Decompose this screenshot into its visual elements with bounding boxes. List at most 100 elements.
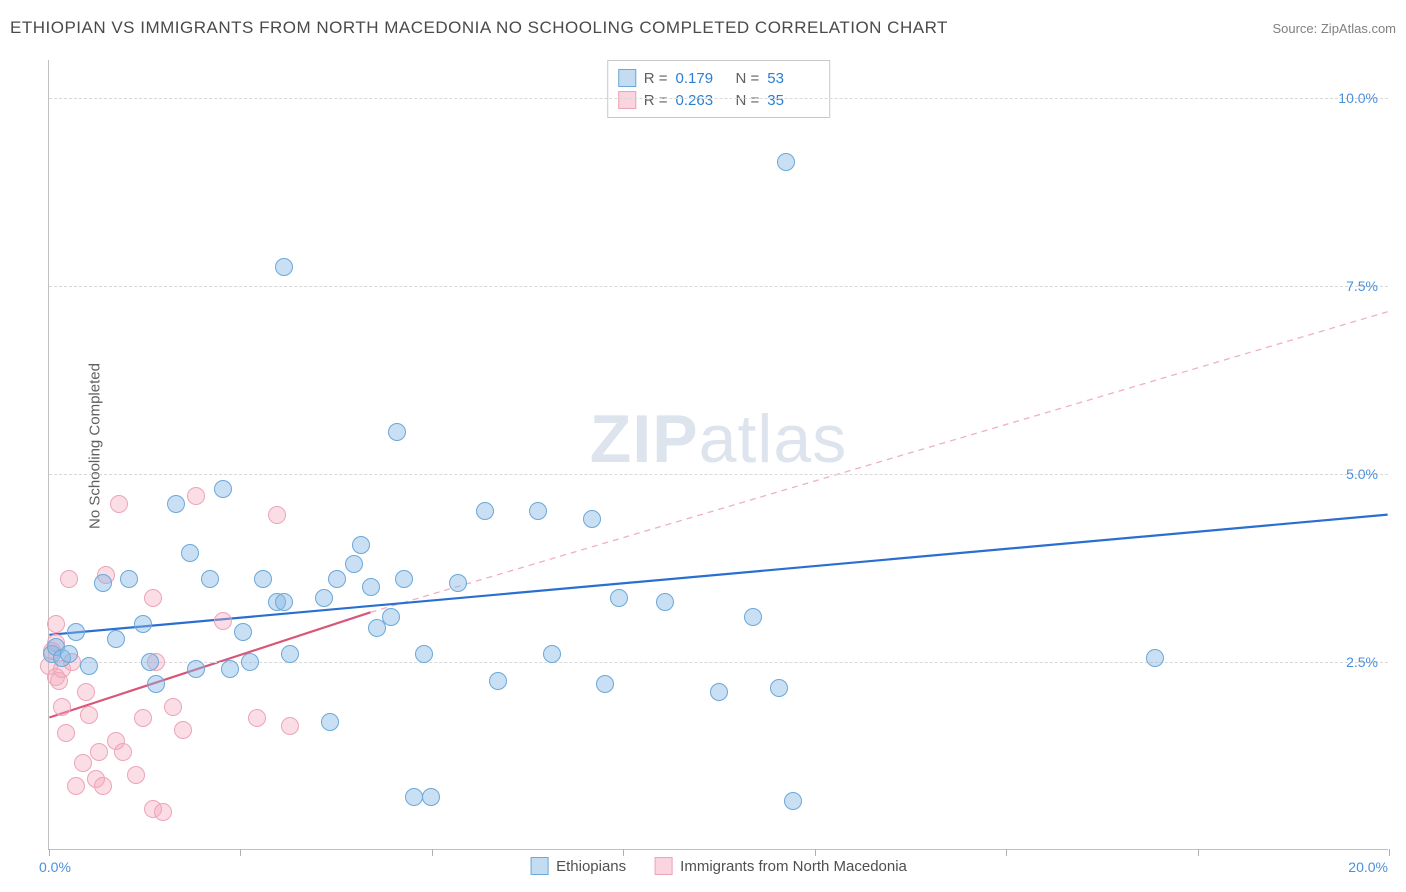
plot-area: ZIPatlas R =0.179N =53R =0.263N =35 0.0%…	[48, 60, 1388, 850]
chart-title: ETHIOPIAN VS IMMIGRANTS FROM NORTH MACED…	[10, 18, 948, 38]
legend-swatch	[654, 857, 672, 875]
data-point	[328, 570, 346, 588]
watermark-rest: atlas	[699, 401, 848, 477]
legend-stats-row: R =0.179N =53	[618, 67, 820, 89]
data-point	[147, 675, 165, 693]
data-point	[127, 766, 145, 784]
data-point	[221, 660, 239, 678]
data-point	[345, 555, 363, 573]
data-point	[543, 645, 561, 663]
data-point	[80, 657, 98, 675]
data-point	[214, 480, 232, 498]
data-point	[214, 612, 232, 630]
data-point	[281, 645, 299, 663]
data-point	[449, 574, 467, 592]
data-point	[596, 675, 614, 693]
data-point	[248, 709, 266, 727]
data-point	[275, 593, 293, 611]
n-value: 53	[767, 70, 819, 87]
gridline	[49, 286, 1388, 287]
x-max-label: 20.0%	[1348, 859, 1388, 875]
data-point	[1146, 649, 1164, 667]
data-point	[67, 777, 85, 795]
data-point	[74, 754, 92, 772]
data-point	[583, 510, 601, 528]
data-point	[120, 570, 138, 588]
bottom-legend-item: Ethiopians	[530, 857, 626, 875]
data-point	[656, 593, 674, 611]
data-point	[489, 672, 507, 690]
data-point	[388, 423, 406, 441]
data-point	[352, 536, 370, 554]
x-tick	[1006, 849, 1007, 856]
x-tick	[623, 849, 624, 856]
bottom-legend-item: Immigrants from North Macedonia	[654, 857, 907, 875]
data-point	[275, 258, 293, 276]
data-point	[187, 660, 205, 678]
y-tick-label: 10.0%	[1338, 90, 1378, 106]
legend-label: Ethiopians	[556, 858, 626, 875]
y-tick-label: 5.0%	[1346, 466, 1378, 482]
watermark: ZIPatlas	[590, 400, 847, 478]
data-point	[47, 615, 65, 633]
legend-stats-box: R =0.179N =53R =0.263N =35	[607, 60, 831, 118]
data-point	[744, 608, 762, 626]
x-tick	[49, 849, 50, 856]
data-point	[141, 653, 159, 671]
data-point	[114, 743, 132, 761]
data-point	[268, 506, 286, 524]
data-point	[53, 698, 71, 716]
data-point	[94, 777, 112, 795]
data-point	[134, 615, 152, 633]
data-point	[174, 721, 192, 739]
data-point	[144, 589, 162, 607]
data-point	[281, 717, 299, 735]
data-point	[234, 623, 252, 641]
data-point	[77, 683, 95, 701]
chart-container: ETHIOPIAN VS IMMIGRANTS FROM NORTH MACED…	[0, 0, 1406, 892]
data-point	[415, 645, 433, 663]
data-point	[164, 698, 182, 716]
legend-label: Immigrants from North Macedonia	[680, 858, 907, 875]
x-min-label: 0.0%	[39, 859, 71, 875]
gridline	[49, 474, 1388, 475]
data-point	[529, 502, 547, 520]
data-point	[57, 724, 75, 742]
x-tick	[815, 849, 816, 856]
trend-lines	[49, 60, 1388, 849]
watermark-bold: ZIP	[590, 401, 699, 477]
data-point	[610, 589, 628, 607]
data-point	[777, 153, 795, 171]
data-point	[784, 792, 802, 810]
data-point	[382, 608, 400, 626]
r-label: R =	[644, 92, 668, 109]
data-point	[187, 487, 205, 505]
data-point	[315, 589, 333, 607]
data-point	[395, 570, 413, 588]
data-point	[154, 803, 172, 821]
x-tick	[1198, 849, 1199, 856]
y-tick-label: 2.5%	[1346, 654, 1378, 670]
legend-swatch	[618, 69, 636, 87]
legend-swatch	[530, 857, 548, 875]
data-point	[67, 623, 85, 641]
r-value: 0.179	[676, 70, 728, 87]
n-label: N =	[736, 70, 760, 87]
x-tick	[1389, 849, 1390, 856]
data-point	[107, 630, 125, 648]
r-value: 0.263	[676, 92, 728, 109]
data-point	[362, 578, 380, 596]
header: ETHIOPIAN VS IMMIGRANTS FROM NORTH MACED…	[10, 18, 1396, 38]
x-tick	[432, 849, 433, 856]
data-point	[422, 788, 440, 806]
data-point	[710, 683, 728, 701]
data-point	[181, 544, 199, 562]
data-point	[405, 788, 423, 806]
data-point	[254, 570, 272, 588]
data-point	[201, 570, 219, 588]
data-point	[110, 495, 128, 513]
data-point	[94, 574, 112, 592]
data-point	[241, 653, 259, 671]
n-label: N =	[736, 92, 760, 109]
data-point	[167, 495, 185, 513]
